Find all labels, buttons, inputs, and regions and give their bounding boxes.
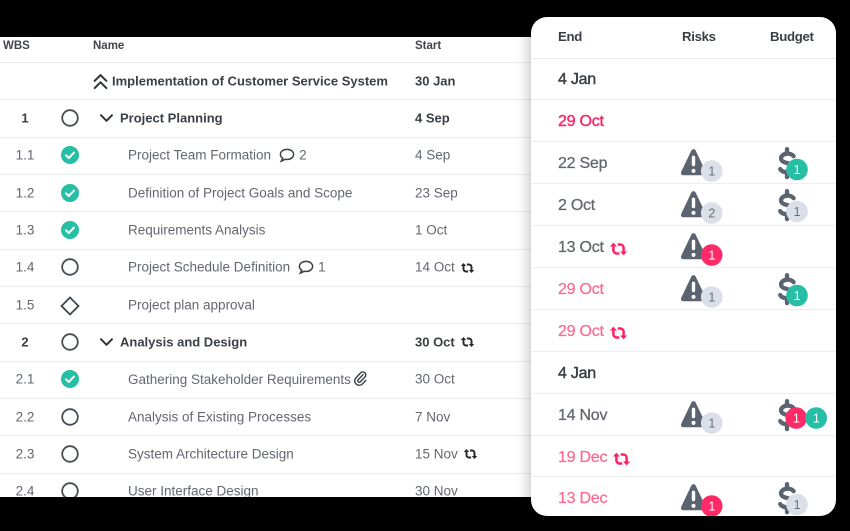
svg-text:1: 1 [708,500,715,514]
svg-text:1: 1 [793,289,800,303]
svg-text:2: 2 [708,207,715,221]
svg-text:1: 1 [708,248,715,262]
svg-text:1: 1 [812,411,819,425]
svg-text:1: 1 [708,416,715,430]
svg-text:1: 1 [708,290,715,304]
svg-text:1: 1 [793,498,800,512]
svg-text:1: 1 [793,163,800,177]
svg-text:1: 1 [708,165,715,179]
svg-text:1: 1 [792,411,799,425]
svg-text:1: 1 [793,205,800,219]
